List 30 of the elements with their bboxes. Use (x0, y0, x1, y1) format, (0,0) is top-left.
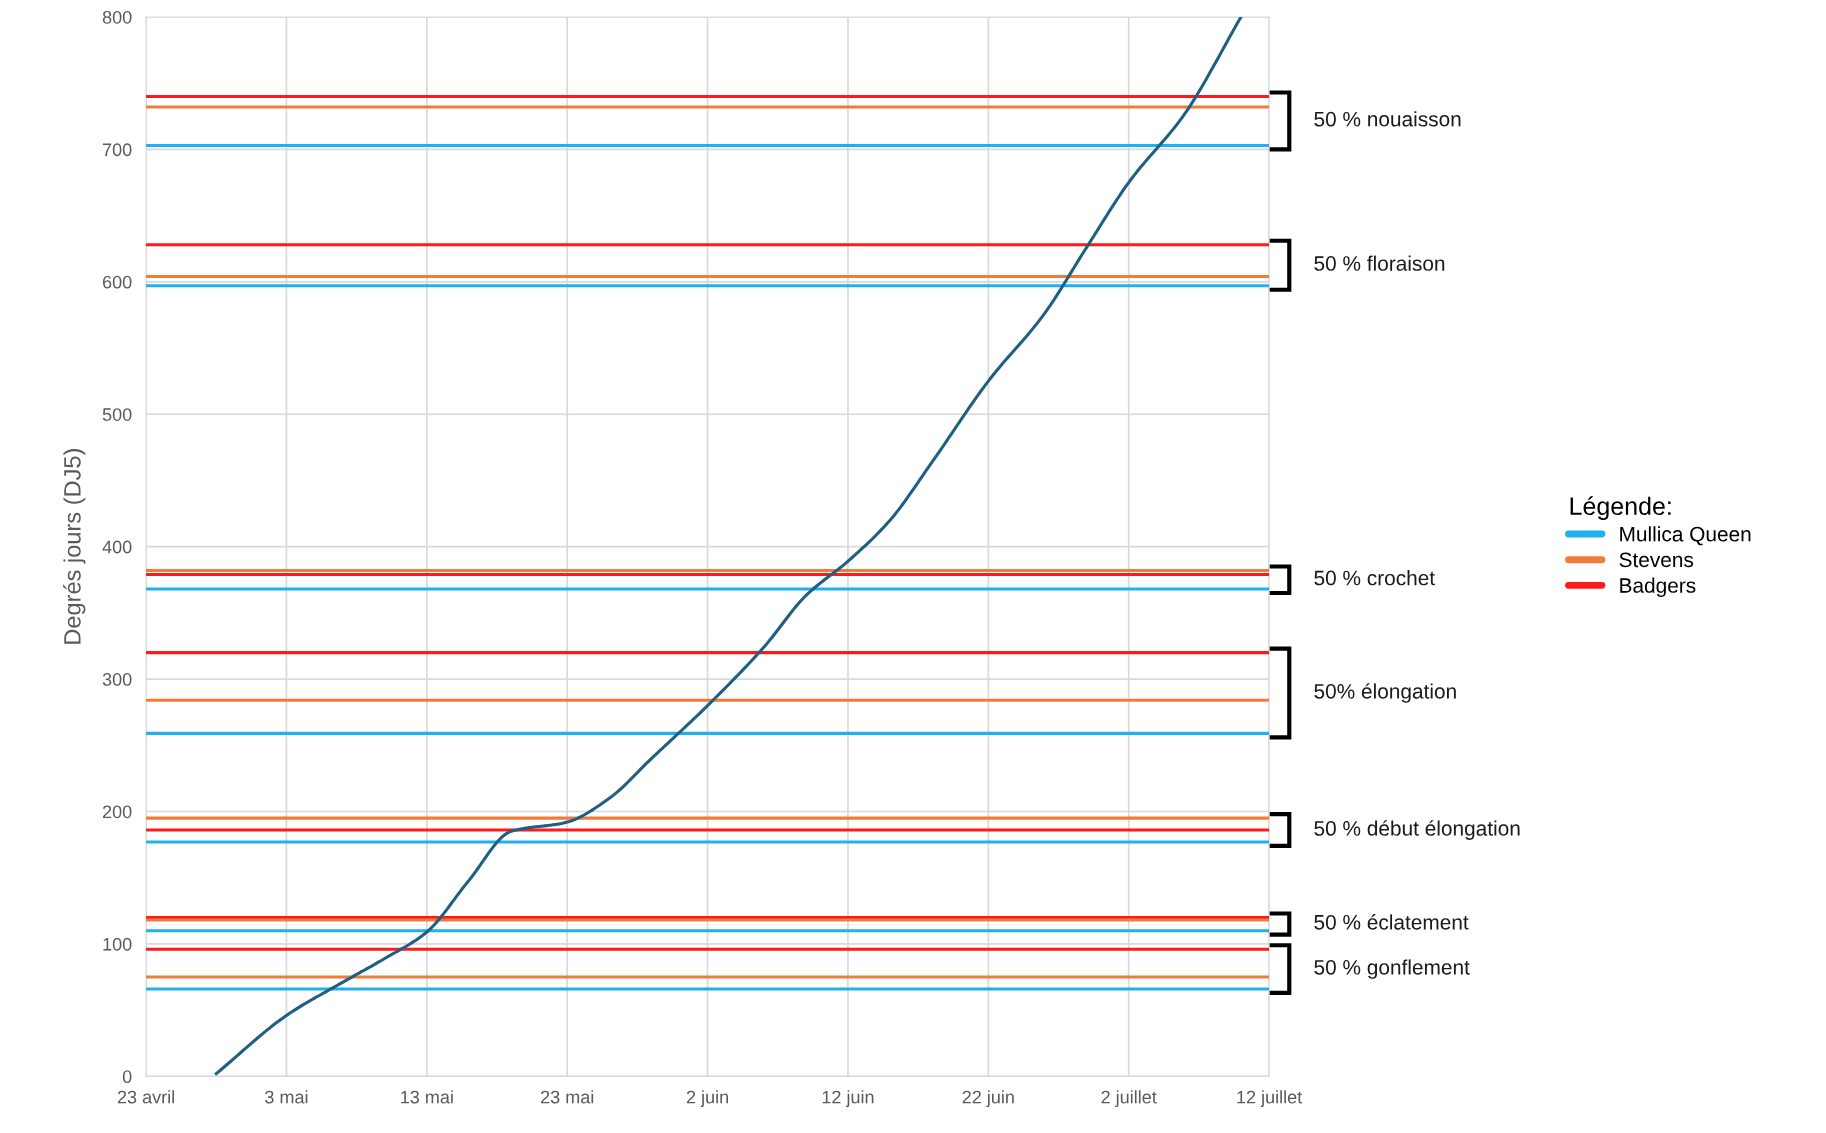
x-tick-label: 13 mai (401, 1090, 453, 1104)
x-tick-label: 23 avril (117, 1090, 174, 1104)
text: 50 % crochet (1314, 570, 1435, 586)
x-tick-label: 23 mai (541, 1090, 594, 1104)
legend-title: Légende: (1570, 496, 1671, 520)
legend-label: Mullica Queen (1620, 526, 1751, 546)
y-axis-title: Degrés jours (DJ5) (63, 449, 86, 644)
y-tick-label: 500 (102, 408, 132, 421)
text: 50 % début élongation (1314, 820, 1520, 840)
x-tick-label: 2 juillet (1101, 1090, 1157, 1108)
y-tick-label: 200 (102, 805, 132, 819)
legend-label: Stevens (1619, 552, 1694, 568)
text: 50 % éclatement (1314, 914, 1469, 930)
text: 50 % gonflement (1314, 959, 1470, 979)
x-tick-label: 12 juillet (1237, 1090, 1303, 1108)
y-tick-label: 100 (103, 937, 132, 951)
text: 50% élongation (1314, 683, 1456, 703)
y-tick-label: 700 (102, 143, 132, 157)
x-tick-label: 22 juin (962, 1090, 1014, 1108)
legend-label: Badgers (1620, 577, 1696, 597)
y-tick-label: 400 (102, 540, 132, 554)
x-tick-label: 12 juin (822, 1090, 874, 1108)
y-tick-label: 0 (122, 1070, 132, 1084)
x-tick-label: 3 mai (265, 1090, 308, 1104)
x-tick-label: 2 juin (686, 1090, 728, 1108)
y-tick-label: 300 (102, 673, 132, 686)
y-tick-label: 600 (102, 275, 132, 289)
text: 50 % floraison (1314, 255, 1445, 271)
y-tick-label: 800 (102, 10, 132, 24)
text: 50 % nouaisson (1314, 111, 1461, 127)
